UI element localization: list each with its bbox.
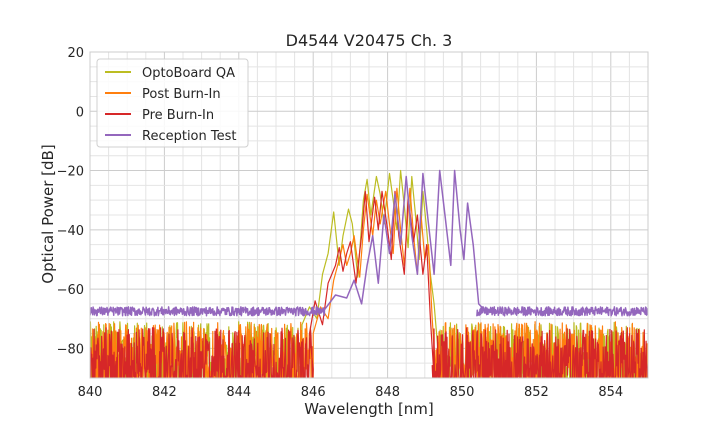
x-tick-label: 842: [152, 385, 177, 400]
y-tick-label: −60: [57, 283, 84, 298]
legend-label: Post Burn-In: [142, 87, 221, 102]
chart-title: D4544 V20475 Ch. 3: [286, 31, 453, 50]
series-line: [90, 169, 648, 317]
x-tick-label: 850: [450, 385, 475, 400]
y-axis-label: Optical Power [dB]: [39, 144, 57, 283]
x-tick-label: 846: [301, 385, 326, 400]
series-pre-burn-in: [90, 190, 648, 378]
series-line: [90, 190, 648, 378]
x-tick-label: 852: [524, 385, 549, 400]
y-tick-label: −20: [57, 165, 84, 180]
x-tick-label: 854: [598, 385, 623, 400]
legend-box: [96, 58, 249, 148]
x-axis-label: Wavelength [nm]: [304, 400, 434, 418]
y-tick-label: 20: [67, 46, 84, 61]
series-reception-test: [90, 169, 648, 317]
x-tick-label: 844: [226, 385, 251, 400]
y-tick-label: −40: [57, 224, 84, 239]
legend-label: Pre Burn-In: [142, 108, 214, 123]
x-tick-label: 848: [375, 385, 400, 400]
y-tick-label: −80: [57, 342, 84, 357]
y-tick-label: 0: [76, 105, 84, 120]
legend-label: Reception Test: [142, 129, 236, 144]
plot-frame: [89, 51, 649, 379]
x-tick-label: 840: [78, 385, 103, 400]
legend-label: OptoBoard QA: [142, 66, 235, 81]
